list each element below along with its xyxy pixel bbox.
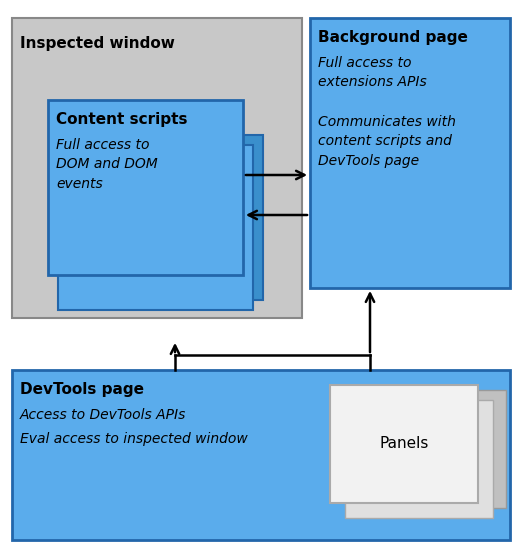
Bar: [58, 145, 253, 310]
Bar: [12, 18, 302, 318]
Text: Content scripts: Content scripts: [56, 112, 187, 127]
Text: Background page: Background page: [318, 30, 468, 45]
Bar: [68, 135, 263, 300]
Bar: [12, 370, 510, 540]
Bar: [48, 100, 243, 275]
Text: Inspected window: Inspected window: [20, 36, 175, 51]
Text: Eval access to inspected window: Eval access to inspected window: [20, 432, 248, 446]
Text: Access to DevTools APIs: Access to DevTools APIs: [20, 408, 186, 422]
Bar: [310, 18, 510, 288]
Text: DevTools page: DevTools page: [20, 382, 144, 397]
Text: Full access to
extensions APIs

Communicates with
content scripts and
DevTools p: Full access to extensions APIs Communica…: [318, 56, 456, 167]
Bar: [358, 390, 506, 508]
Text: Full access to
DOM and DOM
events: Full access to DOM and DOM events: [56, 138, 158, 191]
Bar: [330, 385, 478, 503]
Text: Panels: Panels: [379, 436, 429, 451]
Bar: [345, 400, 493, 518]
